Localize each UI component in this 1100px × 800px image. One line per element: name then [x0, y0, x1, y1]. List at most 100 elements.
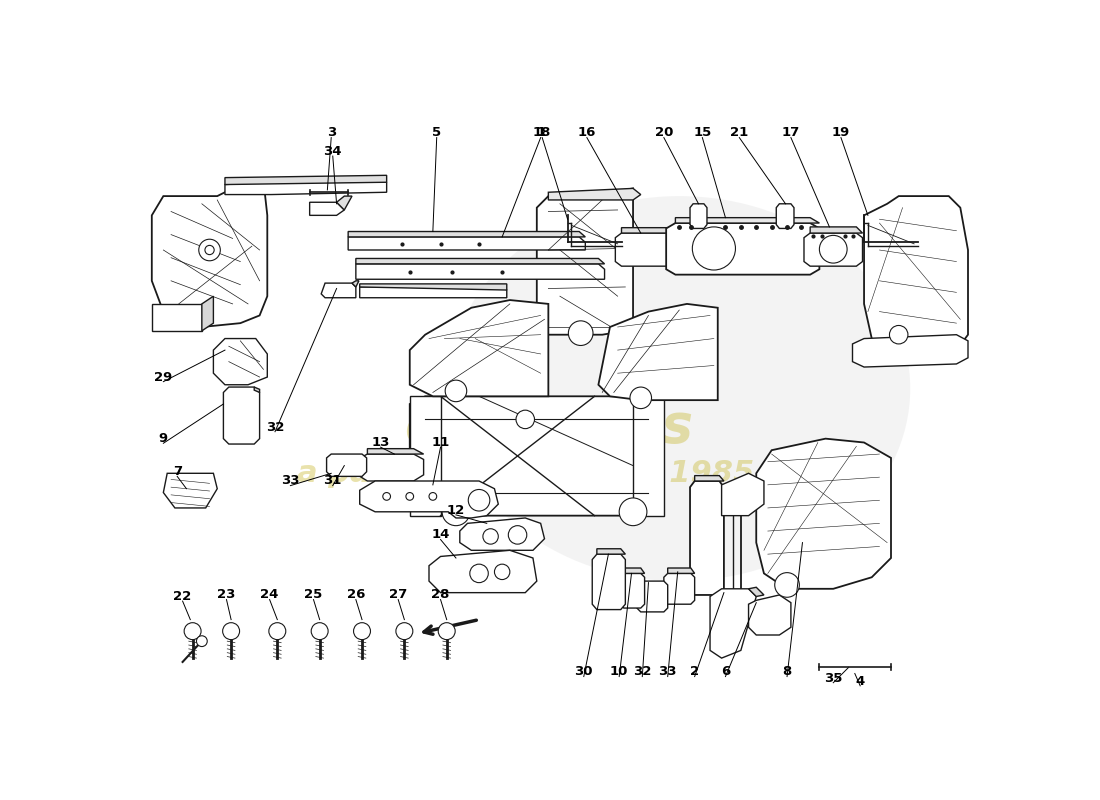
- Text: 12: 12: [447, 504, 465, 517]
- Text: 7: 7: [173, 466, 182, 478]
- Polygon shape: [337, 196, 352, 210]
- Circle shape: [222, 622, 240, 640]
- Circle shape: [774, 573, 800, 598]
- Text: a passion for charme 1985: a passion for charme 1985: [297, 459, 754, 488]
- Polygon shape: [152, 181, 267, 327]
- Polygon shape: [348, 237, 585, 250]
- Circle shape: [508, 526, 527, 544]
- Circle shape: [442, 498, 470, 526]
- Text: 35: 35: [824, 672, 843, 685]
- Polygon shape: [667, 223, 820, 274]
- Polygon shape: [409, 396, 440, 516]
- Circle shape: [197, 636, 207, 646]
- Circle shape: [619, 498, 647, 526]
- Circle shape: [353, 622, 371, 640]
- Text: 14: 14: [431, 529, 450, 542]
- Polygon shape: [356, 258, 605, 264]
- Circle shape: [495, 564, 510, 579]
- Polygon shape: [356, 264, 605, 279]
- Polygon shape: [634, 396, 664, 516]
- Text: 31: 31: [323, 474, 342, 487]
- Polygon shape: [749, 587, 763, 597]
- Text: 1: 1: [536, 126, 546, 139]
- Text: 3: 3: [327, 126, 336, 139]
- Text: 28: 28: [431, 589, 450, 602]
- Circle shape: [890, 326, 908, 344]
- Polygon shape: [367, 449, 424, 454]
- Text: 27: 27: [389, 589, 407, 602]
- Polygon shape: [321, 283, 356, 298]
- Polygon shape: [223, 387, 260, 444]
- Text: 32: 32: [634, 666, 651, 678]
- Text: 16: 16: [578, 126, 596, 139]
- Polygon shape: [254, 387, 260, 393]
- Polygon shape: [598, 304, 717, 400]
- Polygon shape: [711, 589, 757, 658]
- Text: 25: 25: [305, 589, 322, 602]
- Text: 22: 22: [174, 590, 191, 603]
- Polygon shape: [624, 568, 645, 574]
- Polygon shape: [224, 182, 387, 194]
- Text: 32: 32: [266, 421, 284, 434]
- Text: euroParts: euroParts: [404, 401, 693, 453]
- Polygon shape: [360, 481, 498, 518]
- Polygon shape: [621, 228, 678, 233]
- Polygon shape: [327, 454, 366, 476]
- Circle shape: [205, 246, 214, 254]
- Circle shape: [569, 321, 593, 346]
- Polygon shape: [202, 296, 213, 331]
- Circle shape: [446, 380, 466, 402]
- Text: 9: 9: [158, 432, 168, 445]
- Polygon shape: [690, 204, 707, 229]
- Text: 26: 26: [346, 589, 365, 602]
- Polygon shape: [810, 227, 862, 233]
- Text: 13: 13: [372, 436, 389, 449]
- Text: 8: 8: [782, 666, 792, 678]
- Text: 33: 33: [282, 474, 299, 487]
- Text: 11: 11: [431, 436, 450, 449]
- Circle shape: [429, 493, 437, 500]
- Polygon shape: [152, 304, 202, 331]
- Text: 10: 10: [610, 666, 628, 678]
- Text: 29: 29: [154, 370, 173, 383]
- Polygon shape: [548, 188, 640, 200]
- Polygon shape: [664, 574, 695, 604]
- Text: 34: 34: [323, 145, 342, 158]
- Text: 5: 5: [432, 126, 441, 139]
- Circle shape: [438, 622, 455, 640]
- Text: 19: 19: [832, 126, 850, 139]
- Polygon shape: [163, 474, 218, 508]
- Polygon shape: [409, 396, 664, 516]
- Polygon shape: [409, 300, 548, 396]
- Circle shape: [268, 622, 286, 640]
- Circle shape: [199, 239, 220, 261]
- Polygon shape: [749, 595, 791, 635]
- Circle shape: [406, 493, 414, 500]
- Circle shape: [396, 622, 412, 640]
- Polygon shape: [852, 334, 968, 367]
- Ellipse shape: [449, 196, 911, 581]
- Circle shape: [483, 529, 498, 544]
- Polygon shape: [460, 518, 544, 550]
- Circle shape: [311, 622, 328, 640]
- Polygon shape: [592, 554, 625, 610]
- Polygon shape: [757, 438, 891, 589]
- Polygon shape: [690, 481, 724, 595]
- Circle shape: [692, 227, 736, 270]
- Polygon shape: [722, 474, 763, 516]
- Circle shape: [820, 235, 847, 263]
- Text: 6: 6: [720, 666, 730, 678]
- Polygon shape: [310, 202, 344, 215]
- Text: 20: 20: [654, 126, 673, 139]
- Polygon shape: [804, 233, 862, 266]
- Text: 33: 33: [659, 666, 676, 678]
- Polygon shape: [695, 476, 724, 481]
- Polygon shape: [348, 231, 585, 237]
- Polygon shape: [429, 550, 537, 593]
- Text: 30: 30: [574, 666, 593, 678]
- Polygon shape: [358, 454, 424, 481]
- Text: 21: 21: [730, 126, 748, 139]
- Text: 4: 4: [856, 674, 865, 688]
- Polygon shape: [224, 175, 387, 185]
- Polygon shape: [360, 287, 507, 298]
